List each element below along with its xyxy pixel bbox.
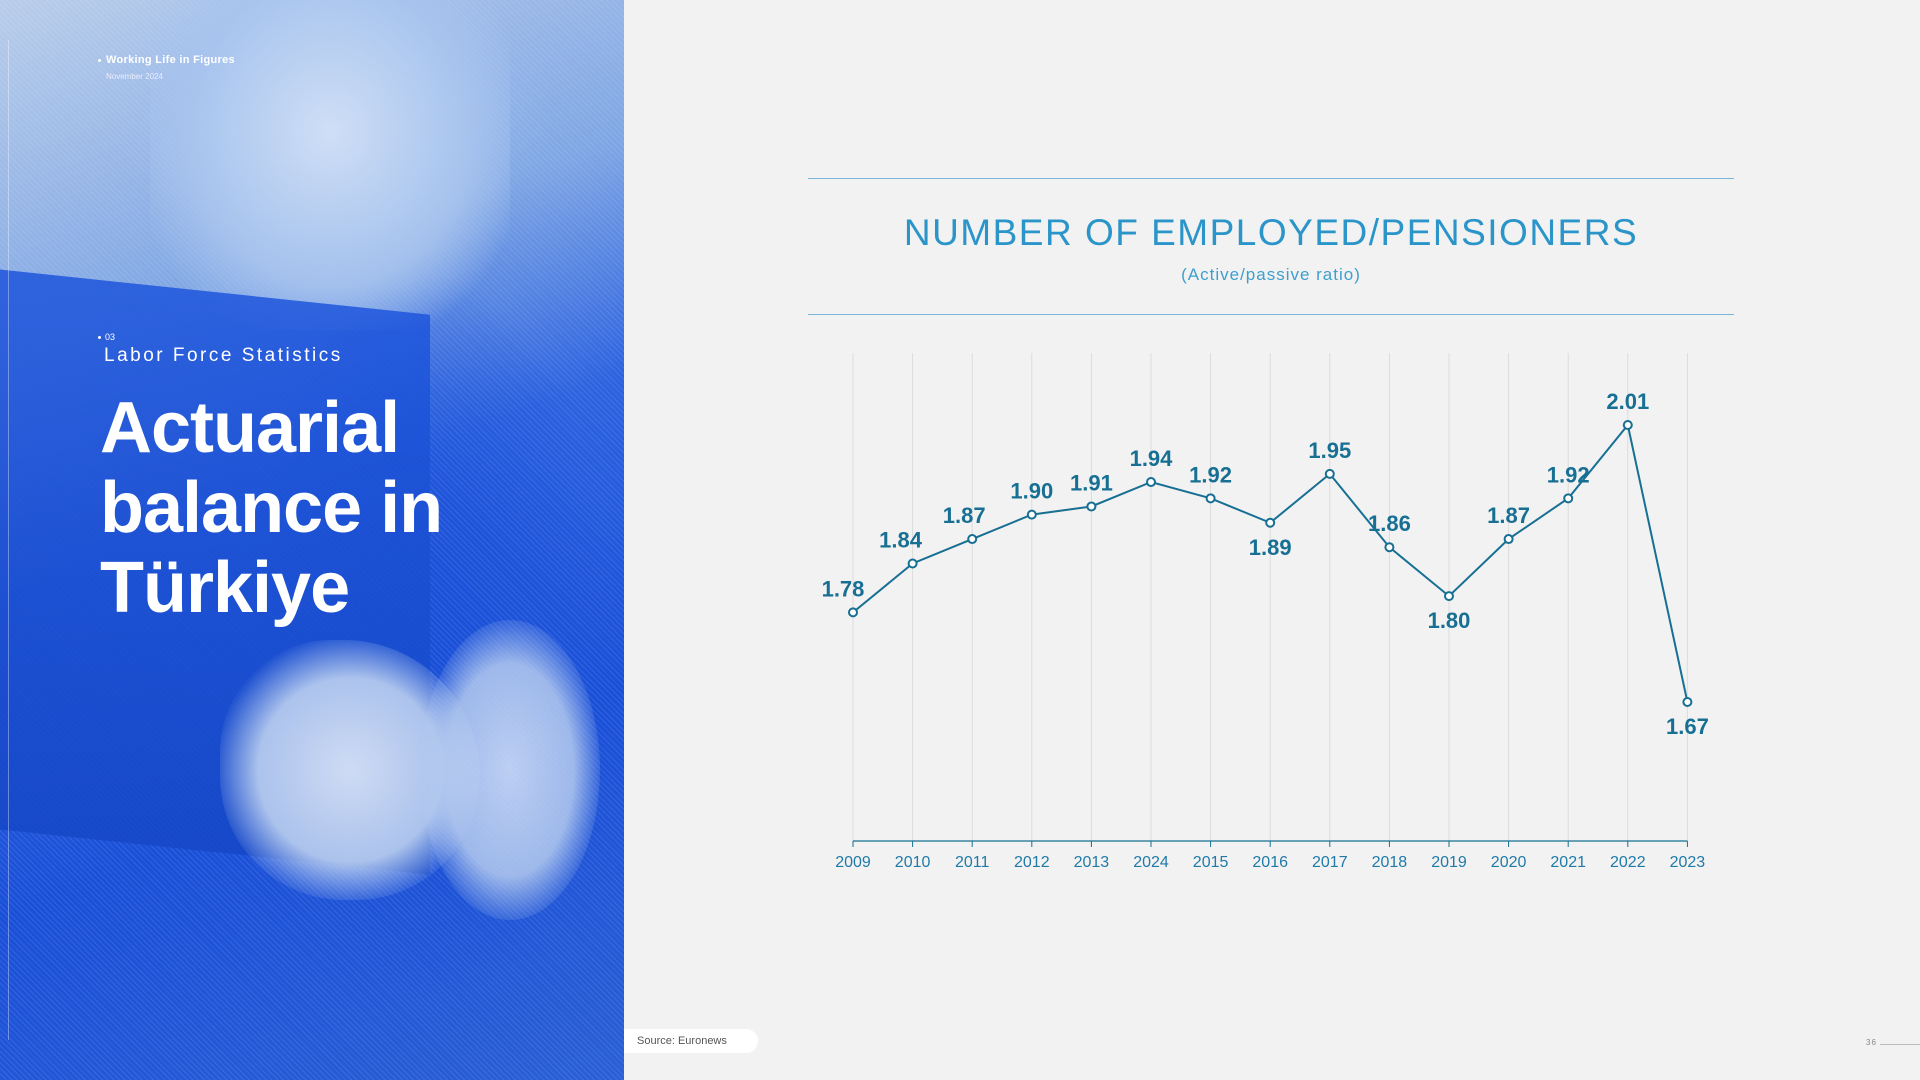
chart-header-rule-top bbox=[808, 178, 1734, 179]
source-note: Source: Euronews bbox=[624, 1029, 758, 1053]
panel-edge-line bbox=[8, 40, 9, 1040]
x-tick-label: 2021 bbox=[1550, 854, 1586, 871]
data-label: 1.91 bbox=[1070, 470, 1113, 495]
data-point bbox=[1265, 517, 1276, 528]
data-point bbox=[1444, 591, 1454, 602]
page-title-line-2: balance in bbox=[100, 468, 443, 548]
section-number-text: 03 bbox=[105, 332, 116, 342]
page-title-line-3: Türkiye bbox=[100, 548, 350, 628]
data-label: 2.01 bbox=[1606, 389, 1649, 414]
data-point bbox=[1563, 493, 1574, 504]
data-label: 1.92 bbox=[1547, 462, 1590, 487]
x-tick-label: 2009 bbox=[835, 854, 871, 871]
data-label: 1.86 bbox=[1368, 511, 1411, 536]
data-label: 1.78 bbox=[822, 576, 865, 601]
data-label: 1.89 bbox=[1249, 535, 1292, 560]
page-title-line-1: Actuarial bbox=[100, 388, 400, 468]
bullet-dot bbox=[98, 336, 101, 340]
x-tick-label: 2015 bbox=[1193, 854, 1229, 871]
page-number-rule bbox=[1880, 1044, 1920, 1045]
x-tick-label: 2019 bbox=[1431, 854, 1467, 871]
data-point bbox=[848, 607, 858, 618]
publication-title-text: Working Life in Figures bbox=[106, 54, 235, 66]
data-label: 1.87 bbox=[943, 503, 986, 528]
page-title: Actuarial balance in Türkiye bbox=[100, 388, 560, 628]
data-point bbox=[1026, 509, 1037, 520]
section-number: 03 bbox=[98, 332, 115, 342]
chart-title: NUMBER OF EMPLOYED/PENSIONERS bbox=[903, 212, 1639, 253]
data-label: 1.94 bbox=[1130, 446, 1174, 471]
publication-date: November 2024 bbox=[106, 72, 163, 81]
x-tick-label: 2011 bbox=[955, 854, 990, 871]
cover-photo-panel: Working Life in Figures November 2024 03… bbox=[0, 0, 624, 1080]
data-point bbox=[1205, 493, 1216, 504]
x-tick-label: 2022 bbox=[1610, 854, 1646, 871]
data-label: 1.84 bbox=[879, 528, 923, 553]
x-tick-label: 2018 bbox=[1372, 854, 1408, 871]
chart-header-rule-bottom bbox=[808, 314, 1734, 315]
x-tick-label: 2012 bbox=[1014, 854, 1050, 871]
bullet-dot bbox=[98, 58, 101, 62]
chart-subtitle: (Active/passive ratio) bbox=[1181, 265, 1361, 284]
x-tick-label: 2023 bbox=[1670, 854, 1706, 871]
data-label: 1.92 bbox=[1189, 462, 1232, 487]
data-point bbox=[1146, 477, 1156, 488]
data-label: 1.90 bbox=[1010, 479, 1053, 504]
publication-title: Working Life in Figures bbox=[98, 54, 235, 66]
x-tick-label: 2017 bbox=[1312, 854, 1348, 871]
x-tick-label: 2010 bbox=[895, 854, 931, 871]
data-point bbox=[1086, 501, 1097, 512]
photo-shirt-area bbox=[150, 0, 510, 330]
x-tick-label: 2024 bbox=[1133, 854, 1169, 871]
data-label: 1.67 bbox=[1666, 714, 1709, 739]
data-label: 1.80 bbox=[1428, 608, 1471, 633]
data-label: 1.87 bbox=[1487, 503, 1530, 528]
data-point bbox=[1324, 468, 1335, 479]
data-point bbox=[1622, 420, 1633, 430]
data-point bbox=[907, 558, 918, 569]
x-tick-label: 2016 bbox=[1252, 854, 1288, 871]
page-number: 36 bbox=[1866, 1038, 1877, 1047]
x-tick-label: 2020 bbox=[1491, 854, 1527, 871]
data-point bbox=[1682, 697, 1693, 707]
x-tick-label: 2013 bbox=[1074, 854, 1110, 871]
section-title: Labor Force Statistics bbox=[104, 345, 343, 366]
photo-hand-right-area bbox=[420, 620, 600, 920]
data-point bbox=[1384, 542, 1395, 553]
data-point bbox=[1503, 534, 1514, 545]
data-point bbox=[967, 534, 978, 545]
data-label: 1.95 bbox=[1308, 438, 1351, 463]
